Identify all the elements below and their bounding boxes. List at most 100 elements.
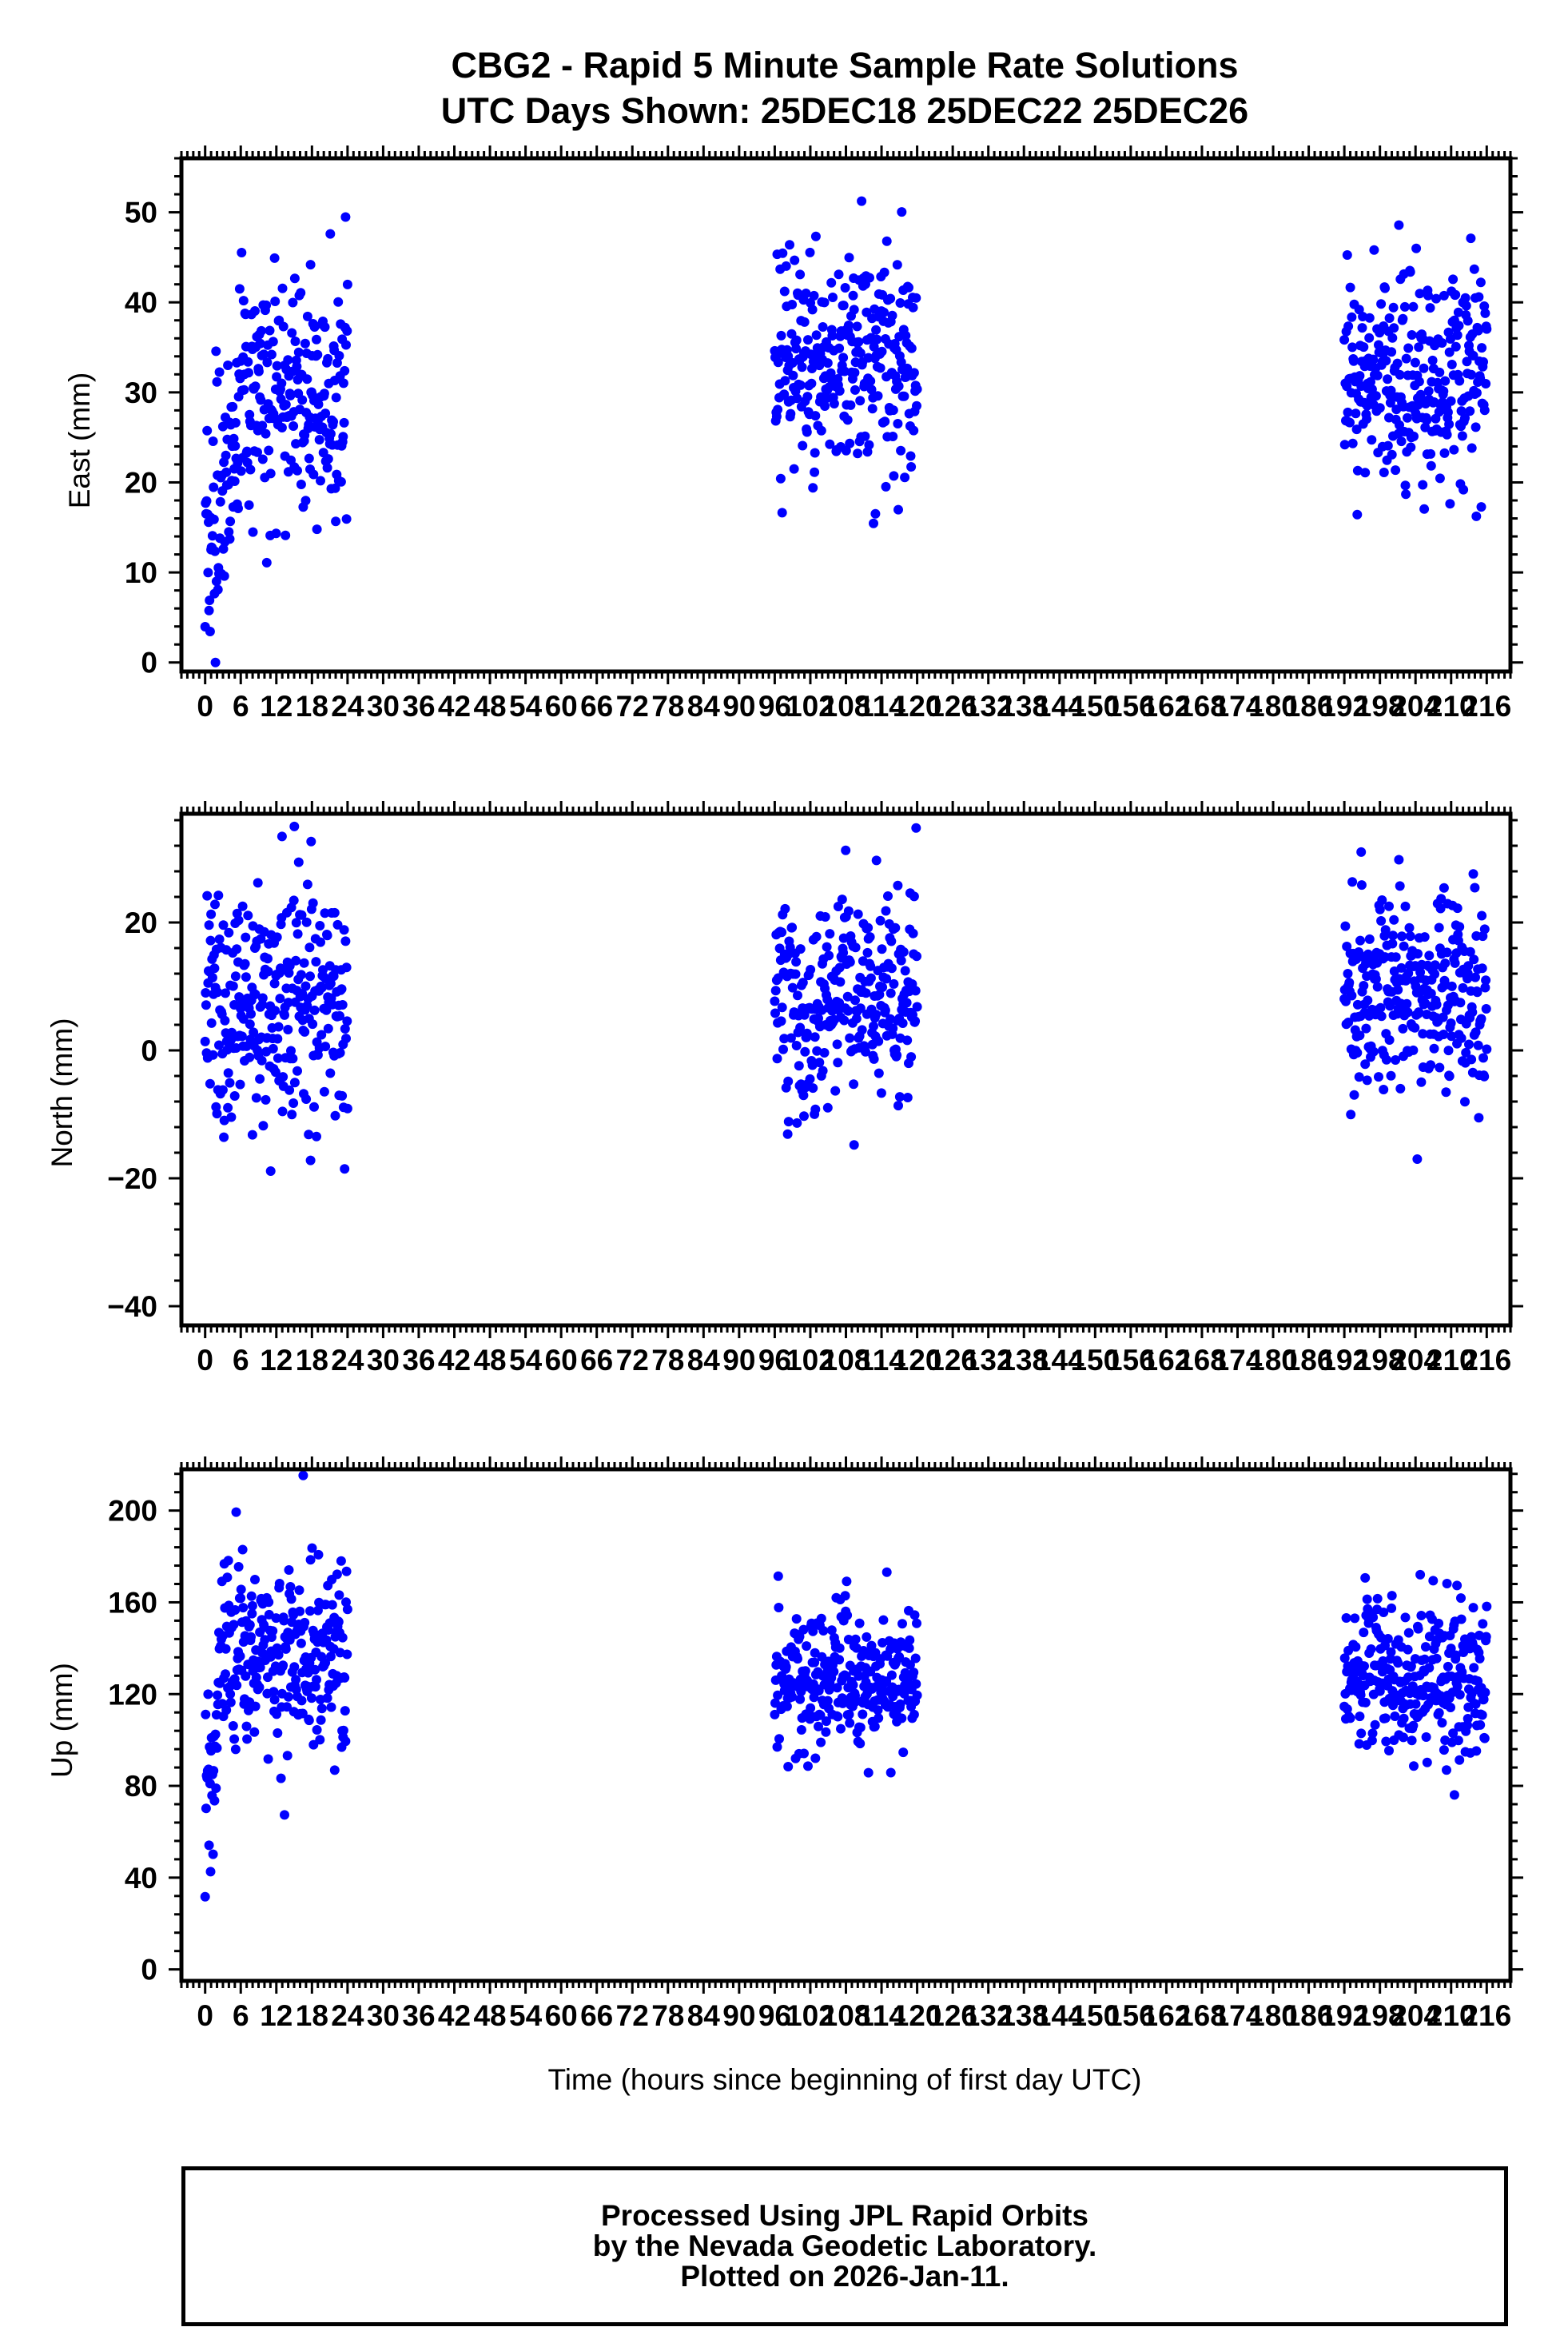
north-point xyxy=(206,909,217,919)
east-point xyxy=(250,306,260,316)
north-point xyxy=(300,1026,310,1037)
east-point xyxy=(788,370,798,381)
up-point xyxy=(316,1703,327,1714)
east-point xyxy=(806,378,817,388)
north-point xyxy=(217,1085,228,1095)
east-point xyxy=(877,346,887,357)
up-point xyxy=(209,1795,220,1806)
up-point xyxy=(1446,1644,1456,1654)
up-point xyxy=(843,1635,854,1644)
north-point xyxy=(1389,914,1399,925)
up-point xyxy=(1387,1591,1397,1601)
north-point xyxy=(1403,968,1414,978)
east-point xyxy=(309,322,320,332)
east-xtick-label: 72 xyxy=(616,690,649,723)
north-point xyxy=(341,962,352,973)
north-point xyxy=(286,1046,296,1056)
east-xtick-label: 0 xyxy=(197,690,213,723)
east-xtick-label: 144 xyxy=(1035,690,1084,723)
east-xtick-label: 90 xyxy=(722,690,755,723)
north-point xyxy=(1355,1030,1365,1041)
up-point xyxy=(1407,1681,1418,1691)
east-point xyxy=(848,290,858,301)
north-point xyxy=(1442,947,1452,958)
up-point xyxy=(326,1702,336,1712)
up-point xyxy=(866,1640,877,1651)
north-point xyxy=(1440,958,1451,969)
north-point xyxy=(1431,999,1442,1010)
east-ytick-label: 50 xyxy=(125,197,157,229)
east-point xyxy=(787,300,798,309)
east-point xyxy=(791,335,802,345)
up-point xyxy=(284,1565,294,1575)
east-point xyxy=(1351,408,1361,419)
east-point xyxy=(1359,342,1369,353)
up-point xyxy=(1381,1736,1391,1747)
north-point xyxy=(228,981,238,991)
east-point xyxy=(826,368,836,378)
north-point xyxy=(888,1023,898,1034)
north-point xyxy=(1360,1059,1371,1070)
north-point xyxy=(237,1031,247,1042)
east-point xyxy=(242,446,253,456)
east-point xyxy=(312,349,323,360)
up-point xyxy=(1474,1653,1485,1664)
east-point xyxy=(1467,443,1477,453)
north-point xyxy=(1368,1046,1379,1057)
north-point xyxy=(299,958,309,968)
east-point xyxy=(342,326,352,336)
north-point xyxy=(783,1076,794,1086)
north-point xyxy=(247,1130,257,1140)
up-point xyxy=(816,1737,826,1747)
up-xtick-label: 192 xyxy=(1319,1999,1369,2032)
north-point xyxy=(339,925,349,935)
east-point xyxy=(257,454,268,464)
east-point xyxy=(308,469,319,480)
east-xtick-label: 162 xyxy=(1142,690,1192,723)
east-point xyxy=(1347,312,1357,322)
up-point xyxy=(774,1603,784,1612)
north-point xyxy=(1372,982,1383,992)
north-point xyxy=(793,990,802,1001)
east-point xyxy=(1461,301,1471,311)
east-point xyxy=(909,368,919,378)
north-point xyxy=(270,1067,281,1078)
up-point xyxy=(296,1695,307,1706)
north-xtick-label: 186 xyxy=(1284,1344,1334,1377)
east-point xyxy=(331,392,341,403)
north-point xyxy=(309,1102,319,1112)
up-ylabel: Up (mm) xyxy=(46,1663,78,1778)
east-point xyxy=(328,416,338,427)
east-point xyxy=(825,439,835,449)
up-point xyxy=(246,1591,257,1601)
north-point xyxy=(291,955,301,966)
east-xtick-label: 186 xyxy=(1284,690,1334,723)
up-point xyxy=(878,1615,889,1625)
north-point xyxy=(1343,1018,1354,1027)
north-point xyxy=(791,1041,802,1050)
up-point xyxy=(237,1544,248,1555)
east-point xyxy=(1418,480,1428,490)
up-point xyxy=(1479,1733,1490,1743)
up-point xyxy=(1419,1654,1430,1664)
east-point xyxy=(850,368,860,378)
up-point xyxy=(228,1721,238,1731)
east-point xyxy=(1395,369,1405,380)
east-point xyxy=(1383,440,1393,451)
up-point xyxy=(1378,1656,1388,1666)
north-point xyxy=(284,968,294,978)
east-point xyxy=(1379,468,1389,477)
up-xtick-label: 138 xyxy=(999,1999,1049,2032)
east-point xyxy=(264,445,274,456)
north-point xyxy=(900,966,910,976)
east-point xyxy=(1381,356,1391,366)
east-xtick-label: 138 xyxy=(999,690,1049,723)
east-point xyxy=(826,277,837,288)
up-point xyxy=(791,1614,802,1624)
north-point xyxy=(1446,1018,1456,1028)
up-point xyxy=(833,1711,843,1722)
north-point xyxy=(798,978,808,988)
east-point xyxy=(304,453,314,464)
north-point xyxy=(857,1025,867,1035)
north-point xyxy=(265,1166,276,1176)
